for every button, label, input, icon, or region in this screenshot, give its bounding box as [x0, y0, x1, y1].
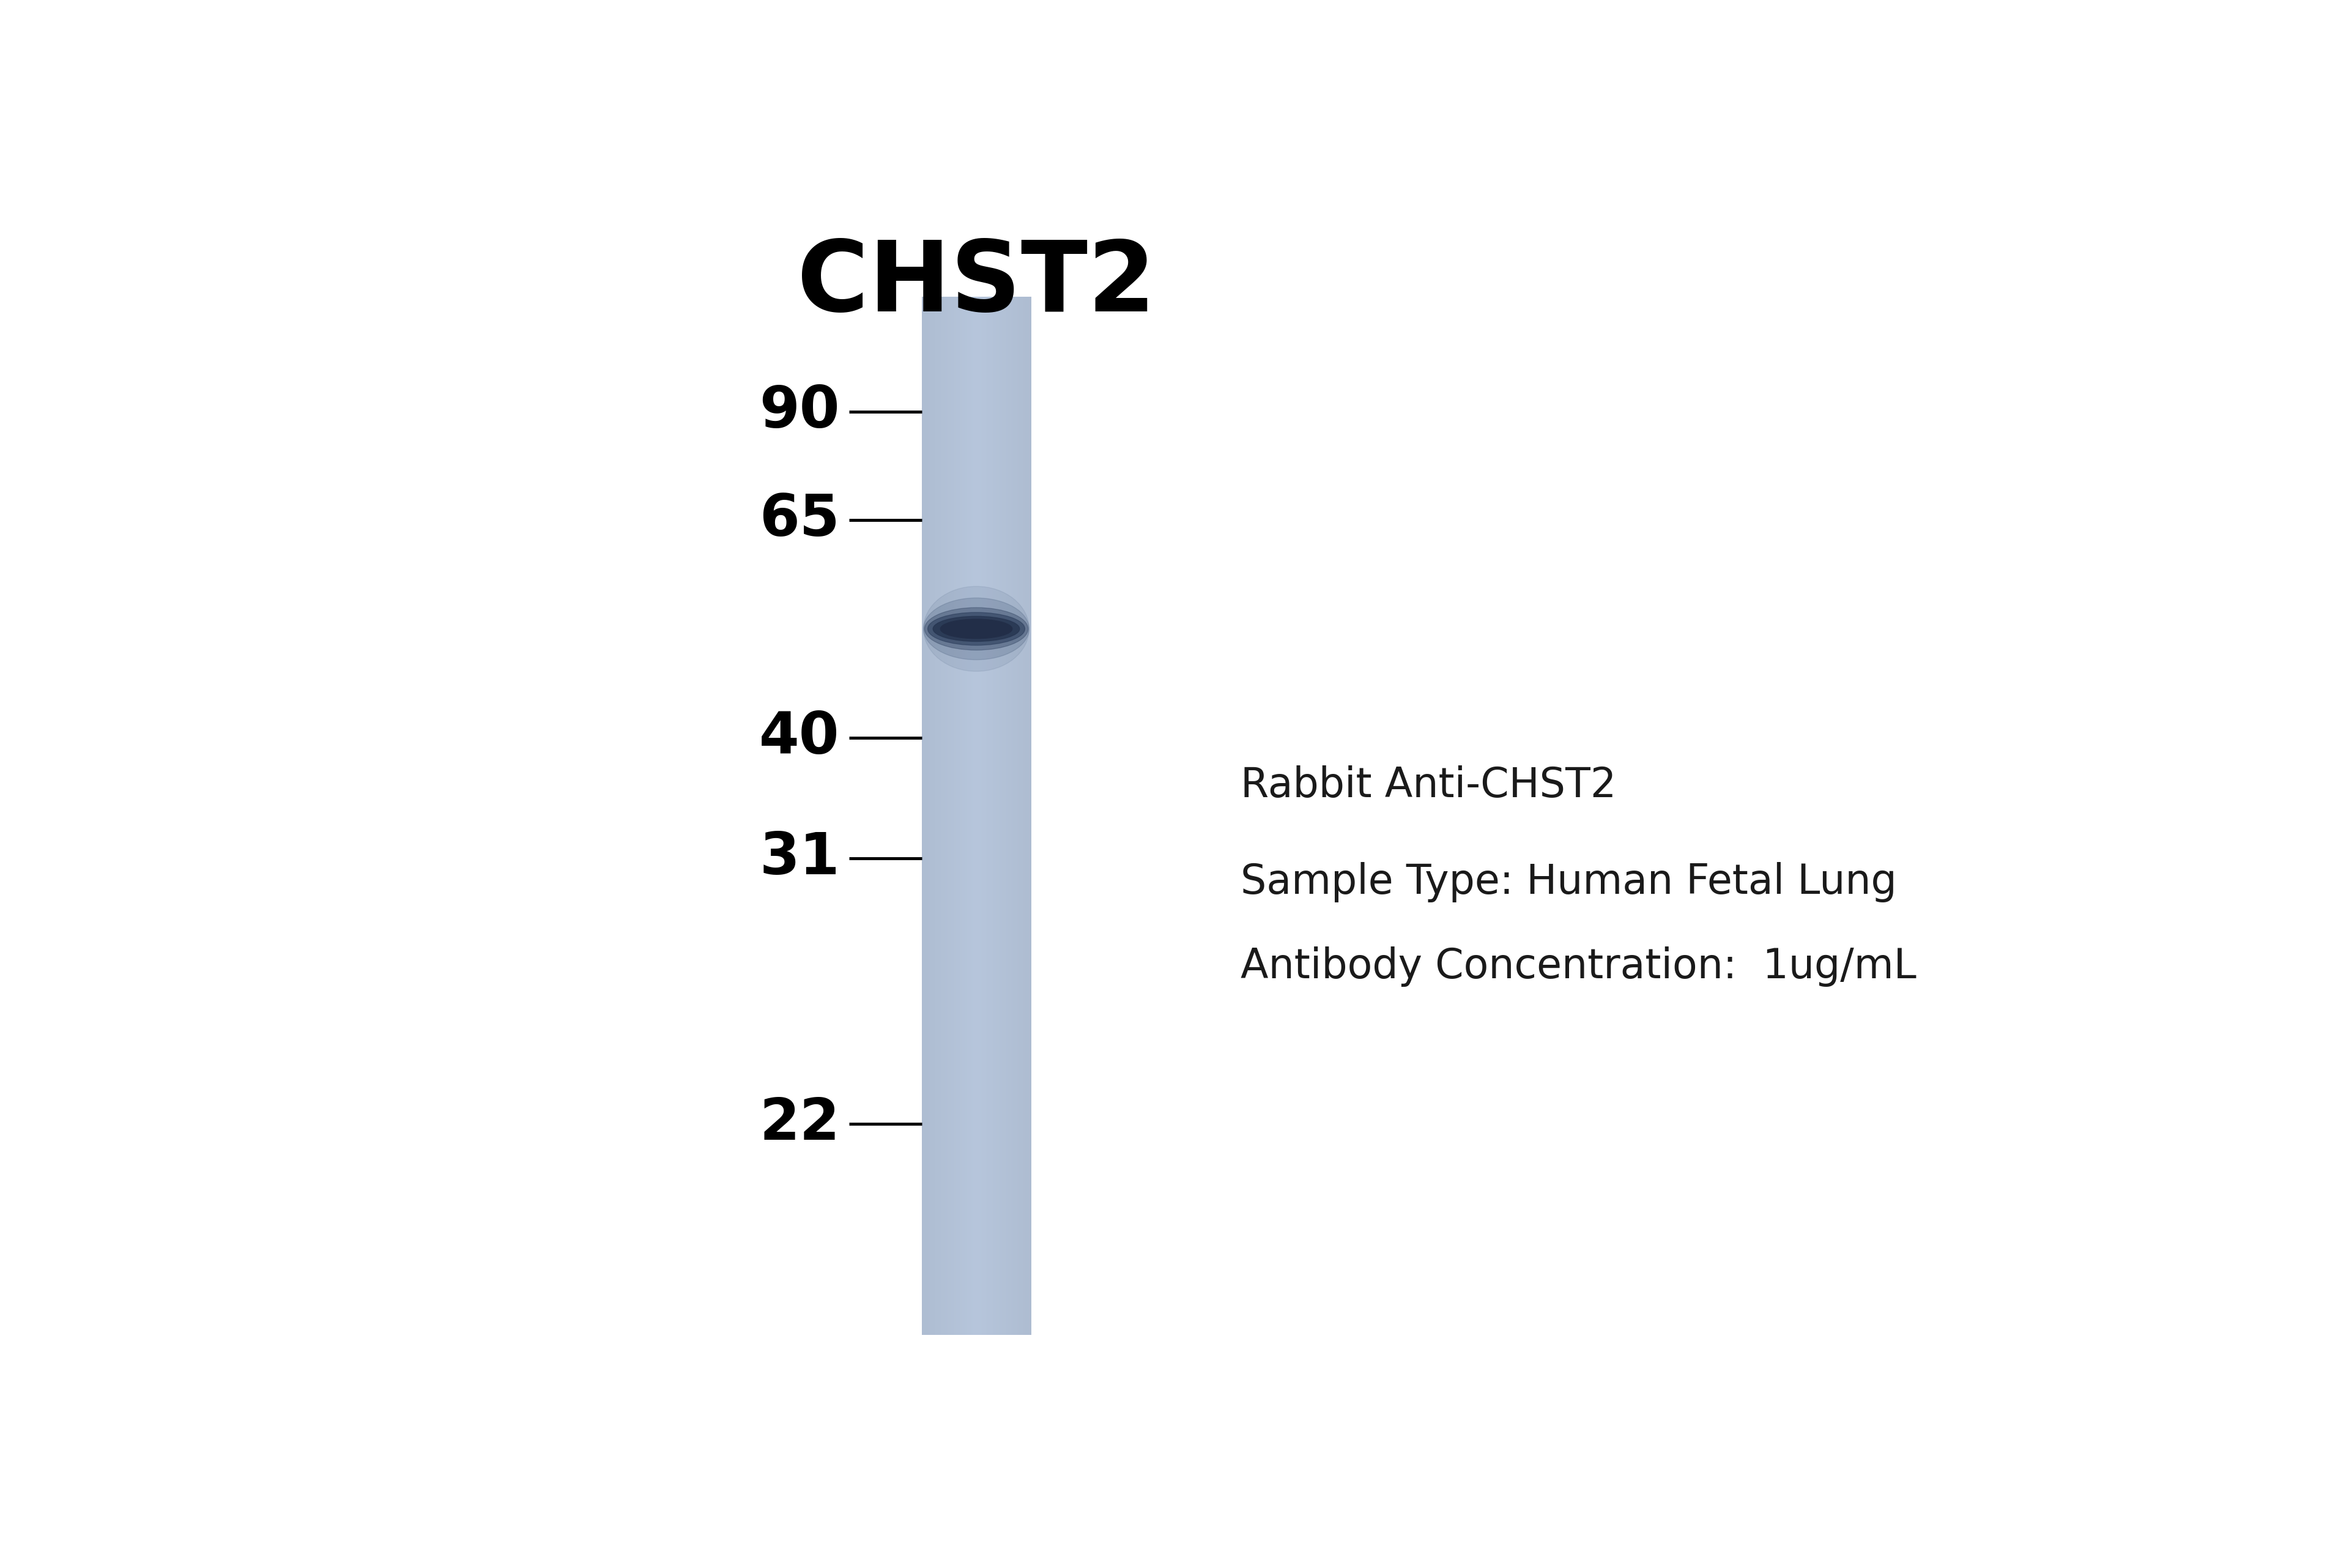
Text: 40: 40 [759, 709, 841, 765]
Text: 90: 90 [759, 384, 841, 439]
Text: Rabbit Anti-CHST2: Rabbit Anti-CHST2 [1240, 765, 1616, 806]
Ellipse shape [923, 586, 1029, 671]
Text: 65: 65 [759, 492, 841, 549]
Text: 31: 31 [759, 829, 841, 886]
Text: CHST2: CHST2 [796, 237, 1156, 331]
Ellipse shape [923, 597, 1029, 660]
Text: Sample Type: Human Fetal Lung: Sample Type: Human Fetal Lung [1240, 862, 1896, 903]
Ellipse shape [940, 619, 1012, 638]
Ellipse shape [933, 616, 1019, 641]
Text: Antibody Concentration:  1ug/mL: Antibody Concentration: 1ug/mL [1240, 947, 1917, 988]
Text: 22: 22 [759, 1096, 841, 1152]
Ellipse shape [928, 613, 1024, 646]
Ellipse shape [926, 607, 1029, 651]
